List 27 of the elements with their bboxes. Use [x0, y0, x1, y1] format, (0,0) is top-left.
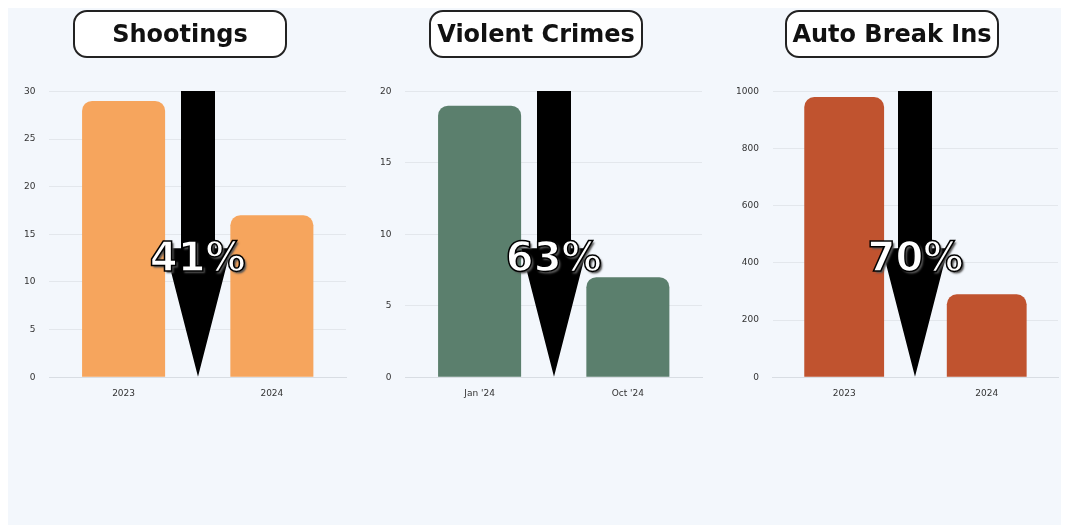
chart-title: Violent Crimes	[429, 10, 643, 58]
y-tick-label: 1000	[736, 85, 760, 96]
chart-title: Shootings	[73, 10, 287, 58]
x-tick-label: Oct '24	[611, 387, 645, 398]
y-tick-label: 15	[24, 228, 36, 239]
y-tick-label: 400	[741, 257, 760, 268]
chart-title: Auto Break Ins	[785, 10, 999, 58]
x-tick-label: 2024	[260, 387, 284, 398]
y-tick-label: 15	[380, 157, 392, 168]
x-tick-label: 2023	[832, 387, 856, 398]
y-tick-label: 10	[24, 276, 36, 287]
y-tick-label: 30	[24, 85, 36, 96]
y-tick-label: 600	[741, 200, 760, 211]
x-tick-label: 2024	[975, 387, 999, 398]
y-tick-label: 800	[741, 142, 760, 153]
y-tick-label: 200	[741, 314, 760, 325]
x-tick-label: 2023	[112, 387, 136, 398]
y-tick-label: 0	[385, 371, 392, 382]
y-tick-label: 0	[29, 371, 36, 382]
y-tick-label: 20	[24, 181, 36, 192]
y-tick-label: 5	[385, 300, 392, 311]
y-tick-label: 0	[753, 371, 760, 382]
y-tick-label: 5	[29, 323, 36, 334]
x-tick-label: Jan '24	[463, 387, 496, 398]
y-tick-label: 10	[380, 228, 392, 239]
y-tick-label: 25	[24, 133, 36, 144]
y-tick-label: 20	[380, 85, 392, 96]
